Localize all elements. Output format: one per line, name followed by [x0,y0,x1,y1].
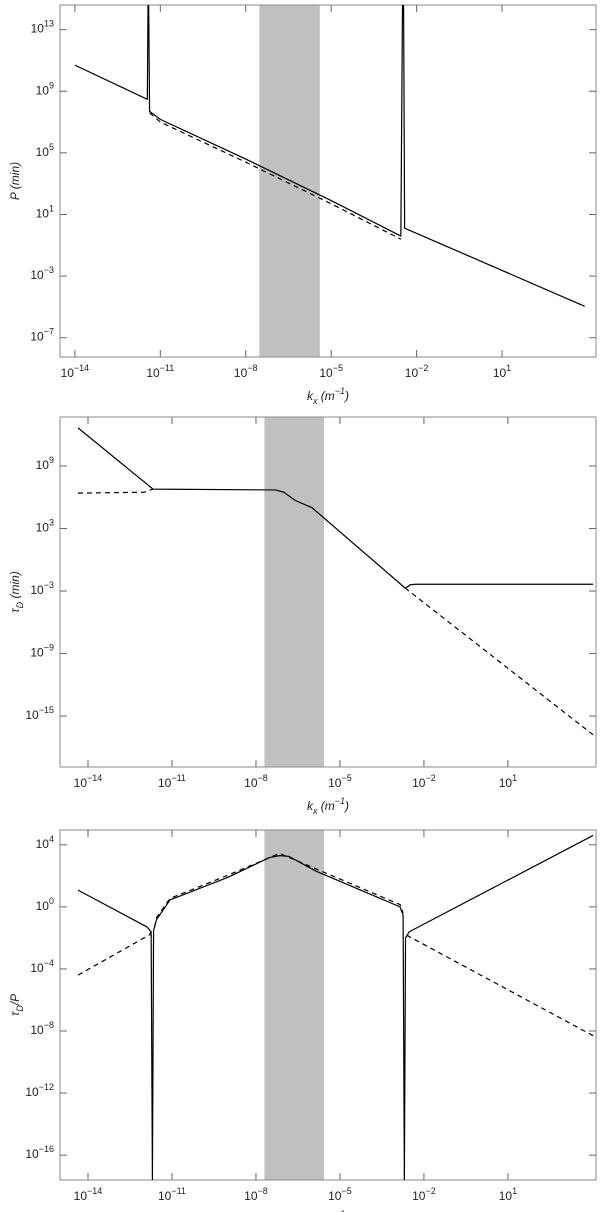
x-tick-label: 10−5 [319,363,343,380]
shaded-band [264,417,325,767]
y-tick-label: 10−15 [25,705,54,722]
y-tick-label: 109 [36,455,54,472]
x-tick-label: 10−11 [158,1186,186,1203]
x-tick-label: 10−5 [328,773,352,790]
x-axis-label: kx (m−1) [307,1209,349,1212]
plot-frame [59,829,597,1181]
x-axis-label: kx (m−1) [307,796,349,816]
dashed-line [154,852,404,928]
y-tick-label: 101 [36,204,54,221]
y-tick-label: 10−9 [30,643,54,660]
dashed-line [149,112,402,240]
panel: 10−14 10−11 10−8 10−5 10−2 101 10−7 10−3 101 105 1… [8,4,597,406]
x-tick-label: 10−2 [412,773,436,790]
y-tick-label: 1013 [31,19,54,36]
y-tick-label: 10−12 [25,1082,54,1099]
y-axis-label: τD/P [8,994,25,1016]
x-tick-label: 10−2 [405,363,429,380]
solid-line [77,834,594,1180]
y-tick-label: 10−4 [30,958,54,975]
y-tick-label: 10−16 [25,1145,54,1162]
x-tick-label: 10−5 [328,1186,352,1203]
x-tick-label: 10−8 [234,363,258,380]
dashed-line [78,488,154,494]
x-tick-label: 10−11 [146,363,174,380]
x-tick-label: 10−14 [74,1186,103,1203]
y-tick-label: 10−7 [30,327,54,344]
y-tick-label: 10−8 [30,1020,54,1037]
x-tick-label: 10−8 [244,773,268,790]
dashed-line [404,587,594,736]
dashed-line [406,934,594,1037]
x-tick-label: 101 [493,363,511,380]
y-axis-label: τD (min) [8,571,25,613]
shaded-band [264,830,325,1180]
y-tick-label: 100 [36,896,54,913]
dashed-line [77,931,152,976]
plot-frame [59,416,597,768]
y-tick-label: 10−3 [30,580,54,597]
x-tick-label: 10−14 [61,363,90,380]
y-tick-label: 105 [36,142,54,159]
solid-line [77,427,594,589]
y-tick-label: 10−3 [30,265,54,282]
solid-line [74,5,585,307]
x-tick-label: 101 [499,773,517,790]
y-tick-label: 109 [36,81,54,98]
x-tick-label: 10−8 [244,1186,268,1203]
y-axis-label: P (min) [8,162,22,200]
panel: 10−14 10−11 10−8 10−5 10−2 101 10−15 10−9 10−3 10… [8,416,597,816]
x-tick-label: 10−14 [74,773,103,790]
x-tick-label: 10−2 [412,1186,436,1203]
x-axis-label: kx (m−1) [307,386,349,406]
y-tick-label: 104 [36,834,54,851]
x-tick-label: 10−11 [158,773,186,790]
plot-frame [59,4,597,358]
panel: 10−14 10−11 10−8 10−5 10−2 101 10−16 10−12 10−8 1… [8,829,597,1212]
x-tick-label: 101 [499,1186,517,1203]
y-tick-label: 103 [36,518,54,535]
